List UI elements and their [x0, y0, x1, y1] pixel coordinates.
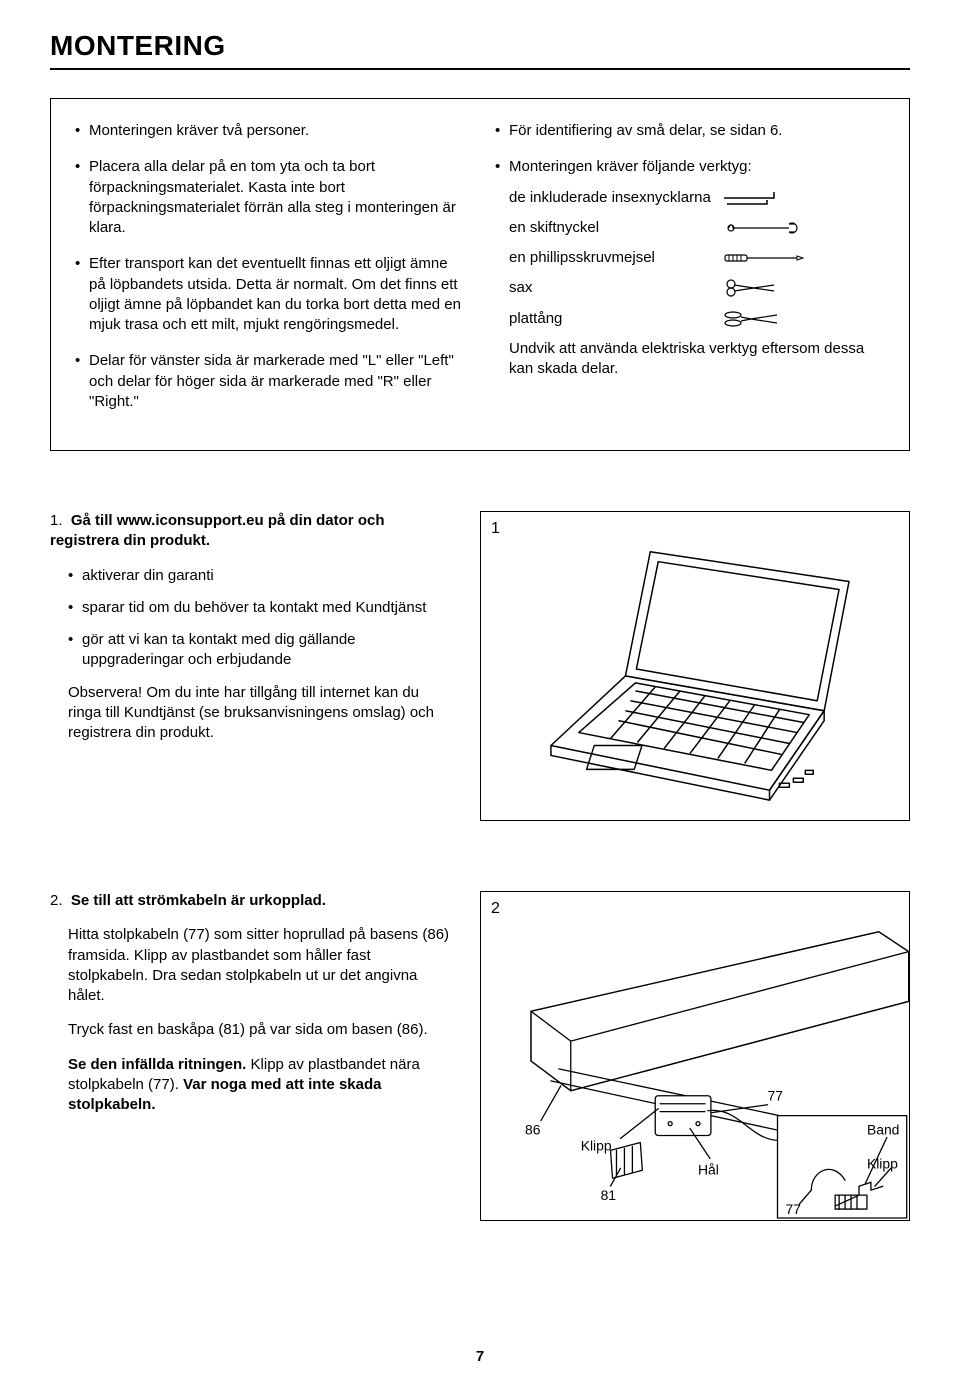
- step-1-note: Observera! Om du inte har tillgång till …: [50, 683, 450, 744]
- label-81: 81: [601, 1187, 617, 1203]
- tool-label: plattång: [509, 309, 719, 329]
- tool-row: sax: [509, 278, 885, 298]
- scissors-icon: [719, 278, 809, 298]
- step-2: 2. Se till att strömkabeln är urkopplad.…: [50, 891, 910, 1221]
- tool-row: en skiftnyckel: [509, 218, 885, 238]
- tool-label: en phillipsskruvmejsel: [509, 248, 719, 268]
- tools-lead: Monteringen kräver följande verktyg:: [509, 158, 752, 175]
- figure-number: 2: [491, 900, 500, 918]
- page-title: MONTERING: [50, 30, 910, 70]
- label-klipp-inset: Klipp: [867, 1155, 898, 1171]
- page-number: 7: [0, 1348, 960, 1365]
- tool-list: de inkluderade insexnycklarna en skiftny…: [509, 188, 885, 329]
- hex-key-icon: [719, 188, 809, 208]
- screwdriver-icon: [719, 248, 809, 268]
- step-1-bullet: gör att vi kan ta kontakt med dig gällan…: [68, 630, 450, 671]
- step-1-text: 1. Gå till www.iconsupport.eu på din dat…: [50, 511, 450, 821]
- tool-label: en skiftnyckel: [509, 218, 719, 238]
- wrench-icon: [719, 218, 809, 238]
- intro-bullet: Placera alla delar på en tom yta och ta …: [75, 157, 465, 238]
- intro-left-col: Monteringen kräver två personer. Placera…: [75, 121, 465, 428]
- intro-bullet: Monteringen kräver två personer.: [75, 121, 465, 141]
- intro-bullet: Efter transport kan det eventuellt finna…: [75, 254, 465, 335]
- pliers-icon: [719, 309, 809, 329]
- label-86: 86: [525, 1122, 541, 1138]
- step-2-para: Se den infällda ritningen. Klipp av plas…: [50, 1055, 450, 1116]
- step-1-figure: 1: [480, 511, 910, 821]
- tool-row: en phillipsskruvmejsel: [509, 248, 885, 268]
- intro-bullet: För identifiering av små delar, se sidan…: [495, 121, 885, 141]
- label-hal: Hål: [698, 1161, 719, 1177]
- label-77-inset: 77: [785, 1201, 801, 1217]
- step-2-para3-lead: Se den infällda ritningen.: [68, 1056, 246, 1073]
- intro-note: Undvik att använda elektriska verktyg ef…: [509, 339, 885, 380]
- step-2-text: 2. Se till att strömkabeln är urkopplad.…: [50, 891, 450, 1221]
- step-2-lead: Se till att strömkabeln är urkopplad.: [71, 892, 326, 909]
- label-klipp: Klipp: [581, 1137, 612, 1153]
- step-2-figure: 2: [480, 891, 910, 1221]
- label-77: 77: [768, 1088, 784, 1104]
- tool-label: sax: [509, 278, 719, 298]
- intro-box: Monteringen kräver två personer. Placera…: [50, 98, 910, 451]
- label-band: Band: [867, 1122, 899, 1138]
- tool-label: de inkluderade insexnycklarna: [509, 188, 719, 208]
- intro-bullet: Monteringen kräver följande verktyg: de …: [495, 157, 885, 379]
- step-2-para: Tryck fast en baskåpa (81) på var sida o…: [50, 1020, 450, 1040]
- tool-row: de inkluderade insexnycklarna: [509, 188, 885, 208]
- figure-number: 1: [491, 520, 500, 538]
- step-1: 1. Gå till www.iconsupport.eu på din dat…: [50, 511, 910, 821]
- laptop-icon: [481, 512, 909, 820]
- step-1-bullet: aktiverar din garanti: [68, 566, 450, 586]
- base-diagram-icon: 86 Klipp 81 Hål 77 Band Klipp 77: [481, 892, 909, 1220]
- step-1-number: 1.: [50, 512, 63, 529]
- step-2-number: 2.: [50, 892, 63, 909]
- intro-bullet: Delar för vänster sida är markerade med …: [75, 351, 465, 412]
- step-1-lead: Gå till www.iconsupport.eu på din dator …: [50, 512, 384, 549]
- step-2-para: Hitta stolpkabeln (77) som sitter hoprul…: [50, 925, 450, 1006]
- step-1-bullet: sparar tid om du behöver ta kontakt med …: [68, 598, 450, 618]
- intro-right-col: För identifiering av små delar, se sidan…: [495, 121, 885, 428]
- tool-row: plattång: [509, 309, 885, 329]
